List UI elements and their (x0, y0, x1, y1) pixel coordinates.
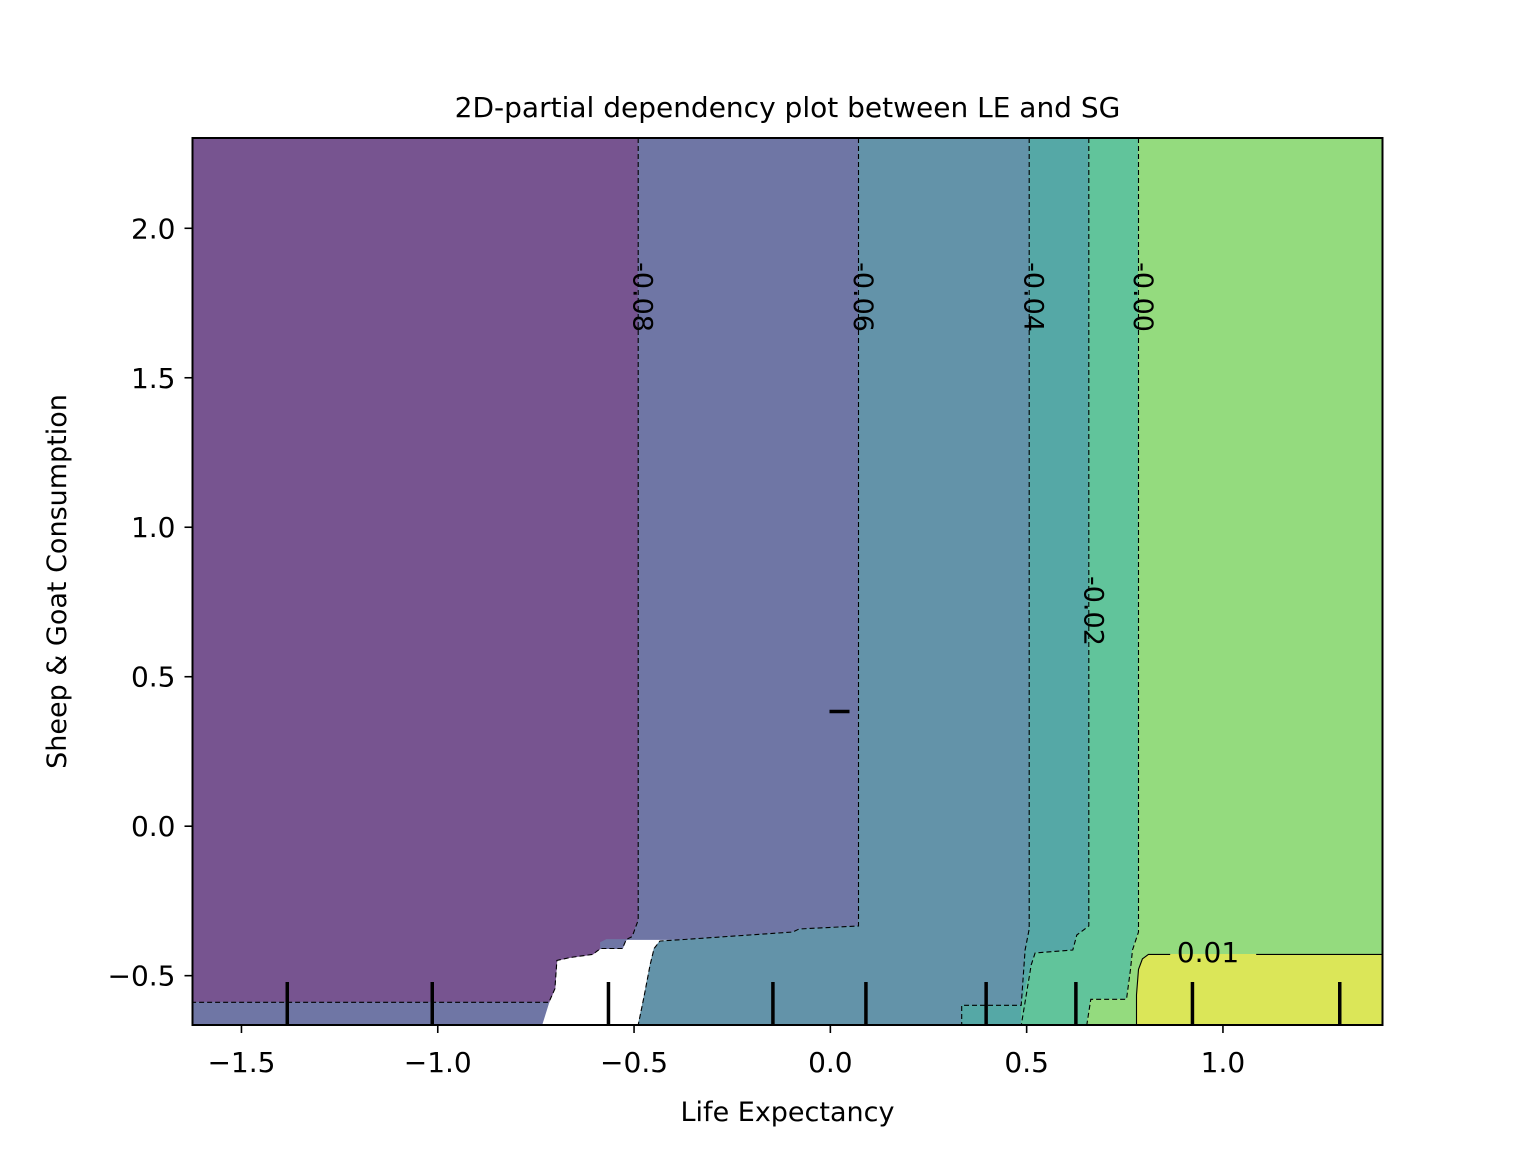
y-tick-label: −0.5 (108, 960, 176, 993)
contour-label: -0.08 (627, 262, 658, 332)
contour-line (1086, 138, 1140, 1026)
contour-label: -0.00 (1127, 262, 1158, 332)
contour-line (1020, 138, 1090, 1026)
y-tick-label: 1.0 (131, 511, 176, 544)
y-axis-ticks: −0.5 0.0 0.5 1.0 1.5 2.0 (108, 212, 193, 993)
contour-region (961, 1004, 1022, 1026)
contour-lines (192, 138, 1383, 1026)
chart-title: 2D-partial dependency plot between LE an… (455, 91, 1121, 124)
y-tick-label: 0.5 (131, 661, 176, 694)
y-axis-label: Sheep & Goat Consumption (42, 394, 73, 769)
contour-line (961, 138, 1030, 1025)
x-tick-label: 0.0 (808, 1046, 853, 1079)
contour-region (192, 137, 639, 1003)
contour-region (1136, 954, 1383, 1026)
y-tick-label: 2.0 (131, 212, 176, 245)
contour-label: -0.04 (1018, 262, 1049, 332)
contour-region (600, 137, 859, 949)
x-tick-label: −0.5 (600, 1046, 668, 1079)
contour-label: -0.06 (847, 262, 878, 332)
y-tick-label: 1.5 (131, 362, 176, 395)
x-tick-label: −1.5 (207, 1046, 275, 1079)
decile-markers (285, 709, 1342, 1025)
contour-label: 0.01 (1177, 936, 1239, 969)
y-tick-label: 0.0 (131, 810, 176, 843)
x-axis-label: Life Expectancy (681, 1097, 895, 1128)
plot-frame (191, 137, 1384, 1026)
x-axis-ticks: −1.5 −1.0 −0.5 0.0 0.5 1.0 (207, 1025, 1245, 1079)
contour-label: -0.02 (1077, 576, 1108, 646)
contour-regions (192, 137, 1383, 1026)
contour-line (637, 138, 860, 1026)
contour-region (192, 1001, 550, 1026)
contour-labels: -0.08 -0.06 -0.04 -0.02 -0.00 0.01 (627, 262, 1239, 969)
x-tick-label: 0.5 (1004, 1046, 1049, 1079)
contour-line (192, 138, 639, 1003)
x-tick-label: −1.0 (404, 1046, 472, 1079)
x-tick-label: 1.0 (1201, 1046, 1246, 1079)
